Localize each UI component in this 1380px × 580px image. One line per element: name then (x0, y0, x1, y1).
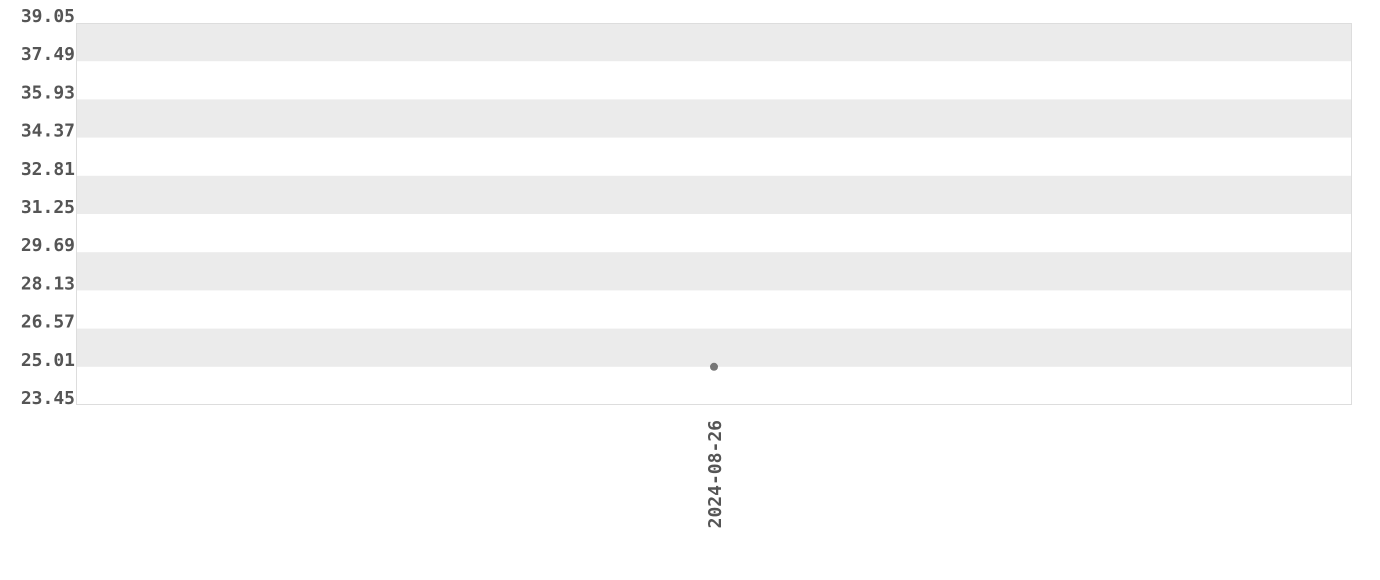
y-tick-label: 35.93 (21, 82, 75, 103)
x-tick-label: 2024-08-26 (705, 420, 726, 528)
grid-band (76, 99, 1352, 138)
y-tick-label: 23.45 (21, 388, 75, 409)
y-tick-label: 34.37 (21, 121, 75, 142)
series (710, 362, 718, 371)
grid-band (76, 328, 1352, 367)
plot-border (76, 23, 1352, 405)
grid-band (76, 175, 1352, 214)
grid-band (76, 252, 1352, 291)
y-tick-label: 32.81 (21, 159, 75, 180)
y-axis: 23.45 25.01 26.57 28.13 29.69 31.25 32.81 34.37… (21, 6, 75, 409)
y-tick-label: 39.05 (21, 6, 75, 27)
y-tick-label: 25.01 (21, 350, 75, 371)
y-tick-label: 28.13 (21, 273, 75, 294)
y-tick-label: 29.69 (21, 235, 75, 256)
x-axis: 2024-08-26 (705, 420, 726, 528)
grid-band (76, 23, 1352, 62)
data-point (710, 362, 718, 371)
grid-bands (76, 23, 1352, 367)
y-tick-label: 31.25 (21, 197, 75, 218)
y-tick-label: 37.49 (21, 44, 75, 65)
y-tick-label: 26.57 (21, 312, 75, 333)
